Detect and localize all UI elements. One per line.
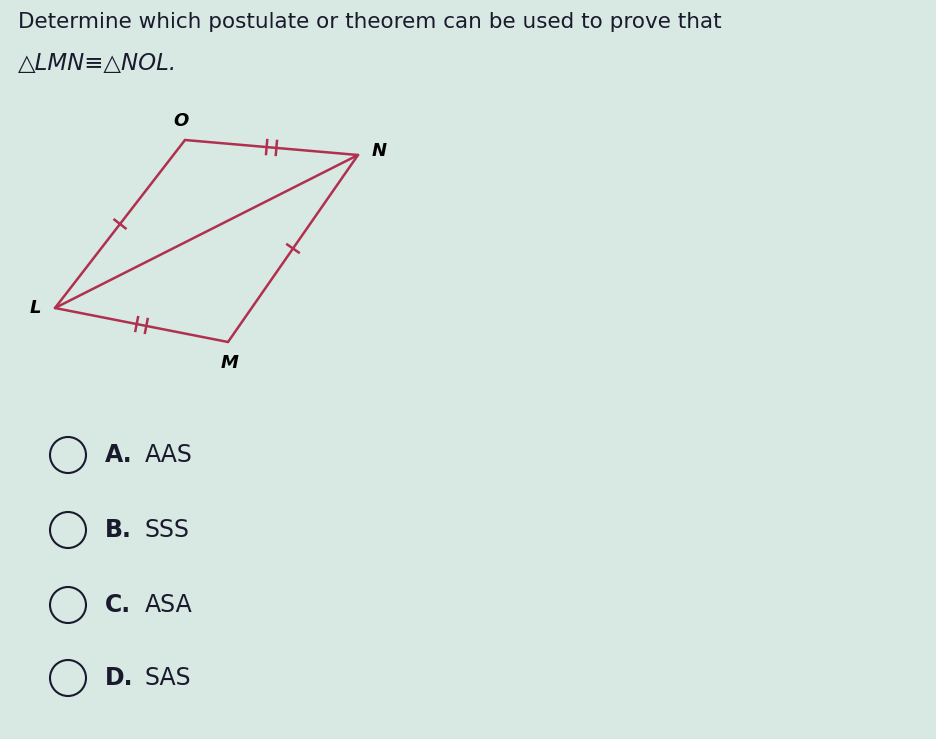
Text: C.: C. (105, 593, 131, 617)
Text: SSS: SSS (145, 518, 190, 542)
Text: M: M (221, 354, 239, 372)
Text: ASA: ASA (145, 593, 193, 617)
Text: N: N (372, 142, 388, 160)
Text: △LMN≡△NOL.: △LMN≡△NOL. (18, 52, 177, 75)
Text: B.: B. (105, 518, 132, 542)
Text: L: L (30, 299, 41, 317)
Text: A.: A. (105, 443, 133, 467)
Text: Determine which postulate or theorem can be used to prove that: Determine which postulate or theorem can… (18, 12, 722, 32)
Text: AAS: AAS (145, 443, 193, 467)
Text: SAS: SAS (145, 666, 192, 690)
Text: O: O (173, 112, 189, 130)
Text: D.: D. (105, 666, 134, 690)
